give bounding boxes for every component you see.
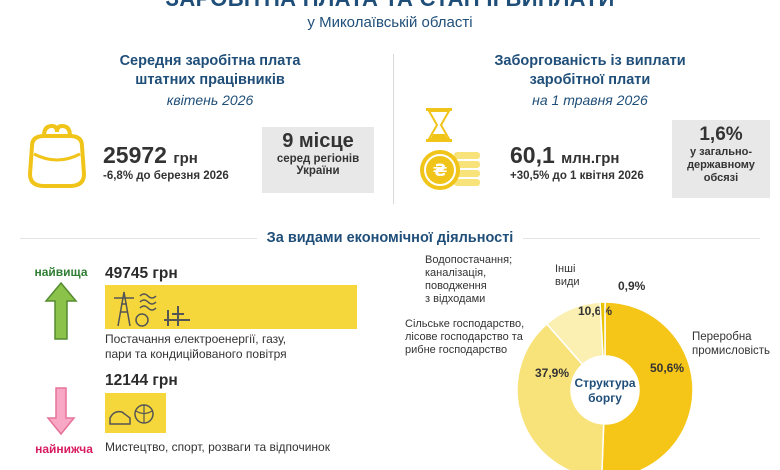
salary-period: квітень 2026 <box>166 92 254 108</box>
salary-change: -6,8% до березня 2026 <box>103 170 229 182</box>
label-agro-line1: Сільське господарство, <box>405 318 525 330</box>
salary-heading: Середня заробітна плата штатних працівни… <box>95 52 325 90</box>
pie-pct-label-3: 0,9% <box>618 279 646 293</box>
debt-heading-line2: заробітної плати <box>529 72 651 88</box>
highest-desc: Постачання електроенергії, газу, пари та… <box>105 332 287 362</box>
label-water: Водопостачання; каналізація, поводження … <box>425 254 512 306</box>
pie-pct-label-1: 37,9% <box>535 366 569 380</box>
lowest-desc: Мистецтво, спорт, розваги та відпочинок <box>105 440 330 454</box>
salary-value: 25972 грн <box>103 142 198 169</box>
activity-heading-wrap: За видами економічної діяльності <box>0 229 780 247</box>
page-subtitle: у Миколаївській області <box>307 14 473 31</box>
pie-pct-label-0: 50,6% <box>650 361 684 375</box>
label-agro-line2: лісове господарство та <box>405 331 523 343</box>
highest-value: 49745 грн <box>105 265 178 282</box>
lowest-value: 12144 грн <box>105 372 178 389</box>
pie-slice-3 <box>599 301 606 357</box>
lowest-label: найнижча <box>35 442 93 456</box>
debt-share-line1: у загально- <box>689 146 753 158</box>
label-water-line2: каналізація, <box>425 267 487 279</box>
label-agro-line3: рибне господарство <box>405 344 508 356</box>
label-water-line1: Водопостачання; <box>425 254 513 266</box>
svg-text:₴: ₴ <box>433 161 448 181</box>
debt-unit: млн.грн <box>561 150 620 167</box>
pie-pct-label-2: 10,6% <box>578 304 612 318</box>
arrow-up-icon <box>44 281 78 341</box>
energy-icon <box>108 288 192 328</box>
arrow-down-icon <box>46 386 76 436</box>
debt-amount: 60,1 <box>510 142 555 168</box>
debt-period: на 1 травня 2026 <box>532 92 648 108</box>
debt-heading-line1: Заборгованість із виплати <box>494 53 686 69</box>
section-divider <box>393 54 394 204</box>
debt-share-value: 1,6% <box>699 124 743 145</box>
page-title: ЗАРОБІТНА ПЛАТА ТА СТАН ЇЇ ВИПЛАТИ <box>0 0 780 12</box>
debt-heading: Заборгованість із виплати заробітної пла… <box>470 52 710 90</box>
pie-center-label-1: боргу <box>588 391 622 405</box>
salary-heading-line1: Середня заробітна плата <box>119 53 301 69</box>
label-other-line2: види <box>555 276 580 288</box>
hourglass-coins-icon: ₴ <box>412 106 484 202</box>
wallet-icon <box>22 123 92 192</box>
label-water-line4: з відходами <box>425 293 486 305</box>
label-industry-line1: Переробна <box>692 331 752 343</box>
pie-slice-1 <box>516 322 605 470</box>
highest-desc-line2: пари та кондиційованого повітря <box>105 347 287 361</box>
pie-center-label-0: Структура <box>574 376 635 390</box>
label-agro: Сільське господарство, лісове господарст… <box>405 318 524 357</box>
salary-heading-line2: штатних працівників <box>135 72 285 88</box>
pie-slice-0 <box>601 301 694 470</box>
salary-rank-line2: України <box>296 165 340 177</box>
label-industry: Переробна промисловість <box>692 330 770 358</box>
label-other: Інші види <box>555 263 580 289</box>
sport-icon <box>106 396 156 430</box>
salary-unit: грн <box>173 150 198 167</box>
salary-rank-line1: серед регіонів <box>276 153 360 165</box>
salary-rank-value: 9 місце <box>282 130 354 152</box>
salary-amount: 25972 <box>103 142 167 168</box>
debt-value: 60,1 млн.грн <box>510 142 619 169</box>
highest-desc-line1: Постачання електроенергії, газу, <box>105 332 287 346</box>
label-water-line3: поводження <box>425 280 487 292</box>
debt-share-line3: обсязі <box>703 172 739 184</box>
pie-center <box>572 357 638 423</box>
highest-label: найвища <box>34 265 88 279</box>
debt-change: +30,5% до 1 квітня 2026 <box>510 170 644 182</box>
activity-heading: За видами економічної діяльності <box>256 230 524 246</box>
debt-share-box: 1,6% у загально- державному обсязі <box>672 120 770 198</box>
debt-share-line2: державному <box>687 159 755 171</box>
label-industry-line2: промисловість <box>692 345 771 357</box>
salary-rank-box: 9 місце серед регіонів України <box>262 127 374 193</box>
label-other-line1: Інші <box>555 263 576 275</box>
